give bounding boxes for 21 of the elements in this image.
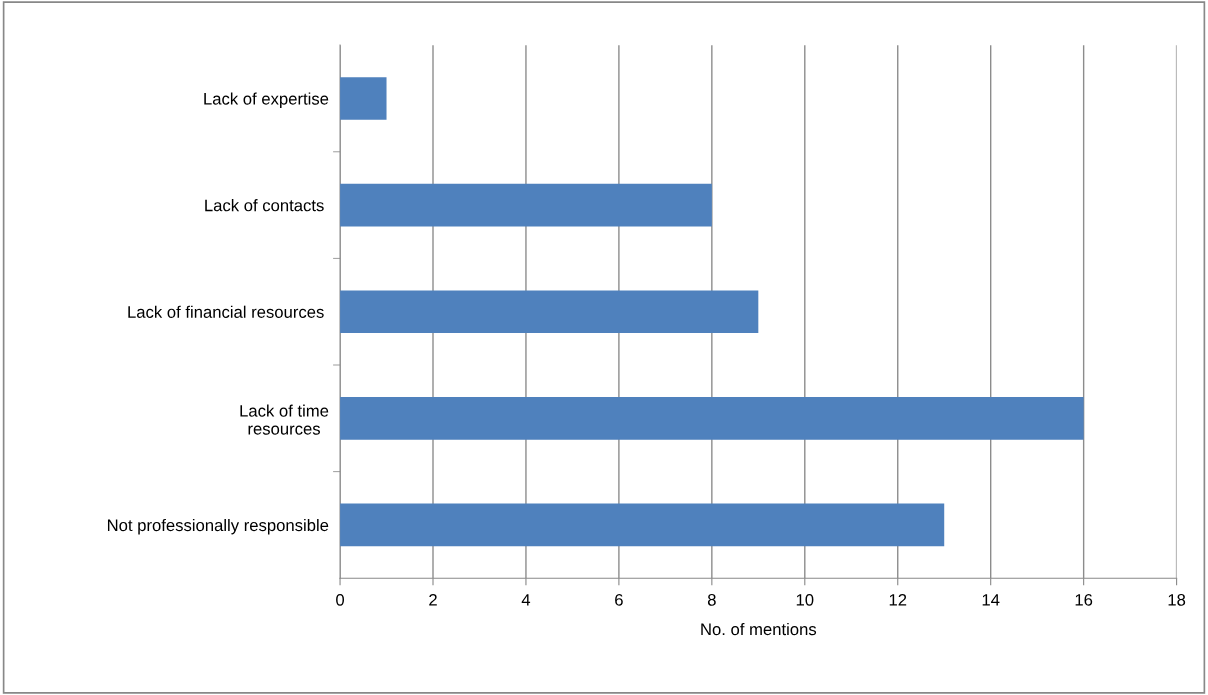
x-tick-label: 16 [1075,593,1093,606]
bar [340,183,712,227]
x-axis-title: No. of mentions [701,622,817,636]
y-tick-label: Lack of contacts [205,199,324,212]
y-tick-label: Not professionally responsible [107,518,329,535]
bar [340,397,1084,440]
x-tick-label: 14 [982,594,1000,606]
bar [340,503,945,547]
y-tick-label: Lack of financial resources [128,305,324,318]
x-tick-label: 8 [707,593,716,606]
x-tick-label: 6 [615,593,623,606]
x-tick-label: 4 [521,594,531,606]
x-tick-label: 0 [336,593,345,606]
x-tick-label: 10 [796,593,814,606]
bar [340,290,759,334]
y-tick-label: Lack of expertise [204,92,329,108]
y-tick-label: Lack of time resources [240,404,329,435]
bar [340,77,387,120]
x-tick-label: 2 [429,593,437,606]
x-tick-label: 18 [1168,593,1186,606]
x-tick-label: 12 [889,593,907,606]
